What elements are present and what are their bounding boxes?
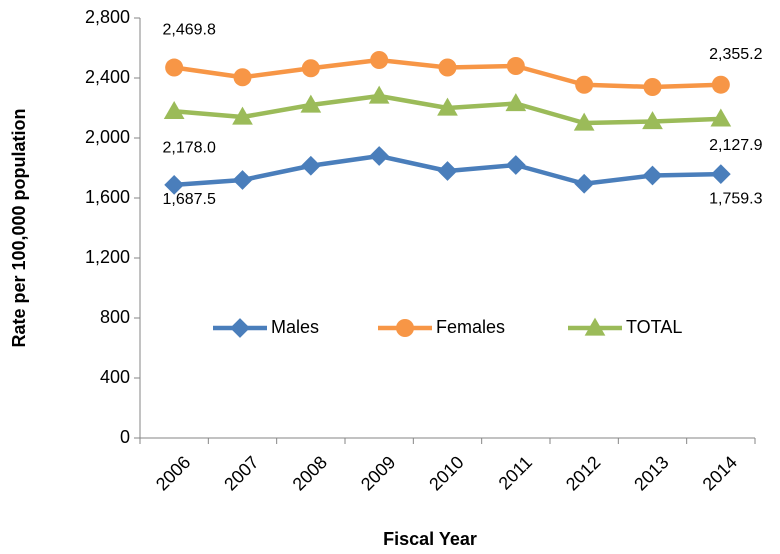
data-point bbox=[643, 78, 662, 96]
x-tick-label: 2010 bbox=[425, 452, 467, 494]
x-tick-label: 2006 bbox=[152, 452, 194, 494]
y-tick-label: 2,400 bbox=[85, 67, 130, 87]
x-tick-label: 2014 bbox=[699, 452, 741, 494]
data-point bbox=[437, 161, 458, 181]
data-point bbox=[232, 106, 253, 125]
data-point bbox=[232, 170, 253, 190]
legend-marker bbox=[230, 318, 250, 338]
y-tick-label: 800 bbox=[100, 307, 130, 327]
data-point bbox=[163, 100, 185, 119]
x-tick-label: 2009 bbox=[357, 452, 399, 494]
data-point bbox=[505, 155, 526, 175]
legend-marker bbox=[584, 317, 606, 336]
data-point bbox=[438, 58, 457, 77]
data-point bbox=[437, 97, 458, 116]
x-tick-label: 2011 bbox=[495, 452, 537, 494]
y-tick-label: 1,600 bbox=[85, 187, 130, 207]
data-point bbox=[165, 58, 184, 77]
data-point bbox=[505, 93, 527, 112]
x-tick-label: 2008 bbox=[289, 452, 331, 494]
x-tick-label: 2007 bbox=[220, 452, 262, 494]
y-tick-label: 400 bbox=[100, 367, 130, 387]
x-axis-title: Fiscal Year bbox=[383, 529, 477, 549]
legend-label: Females bbox=[436, 317, 505, 337]
y-tick-label: 1,200 bbox=[85, 247, 130, 267]
data-point bbox=[164, 174, 185, 195]
y-axis-title: Rate per 100,000 population bbox=[9, 108, 29, 347]
data-point bbox=[300, 155, 321, 176]
y-tick-label: 2,000 bbox=[85, 127, 130, 147]
data-point bbox=[710, 108, 732, 127]
data-label: 1,759.3 bbox=[709, 190, 762, 207]
data-point bbox=[642, 111, 663, 130]
data-point bbox=[368, 85, 390, 104]
legend-label: TOTAL bbox=[626, 317, 682, 337]
data-point bbox=[575, 75, 594, 94]
data-point bbox=[300, 94, 322, 113]
x-tick-label: 2012 bbox=[562, 452, 604, 494]
data-label: 2,355.2 bbox=[709, 46, 762, 63]
data-label: 2,178.0 bbox=[162, 140, 215, 157]
x-tick-label: 2013 bbox=[630, 452, 672, 494]
legend-label: Males bbox=[271, 317, 319, 337]
data-label: 2,127.9 bbox=[709, 137, 762, 154]
data-point bbox=[710, 164, 731, 185]
data-label: 1,687.5 bbox=[162, 191, 215, 208]
data-point bbox=[369, 146, 390, 166]
data-point bbox=[233, 68, 252, 87]
legend-marker bbox=[396, 319, 414, 337]
data-point bbox=[574, 173, 595, 194]
data-point bbox=[301, 59, 320, 78]
data-point bbox=[642, 165, 663, 186]
data-label: 2,469.8 bbox=[162, 22, 215, 39]
y-tick-label: 0 bbox=[120, 427, 130, 447]
data-point bbox=[370, 51, 389, 69]
data-point bbox=[506, 57, 525, 75]
y-tick-label: 2,800 bbox=[85, 7, 130, 27]
data-point bbox=[711, 75, 730, 94]
data-point bbox=[573, 112, 595, 131]
